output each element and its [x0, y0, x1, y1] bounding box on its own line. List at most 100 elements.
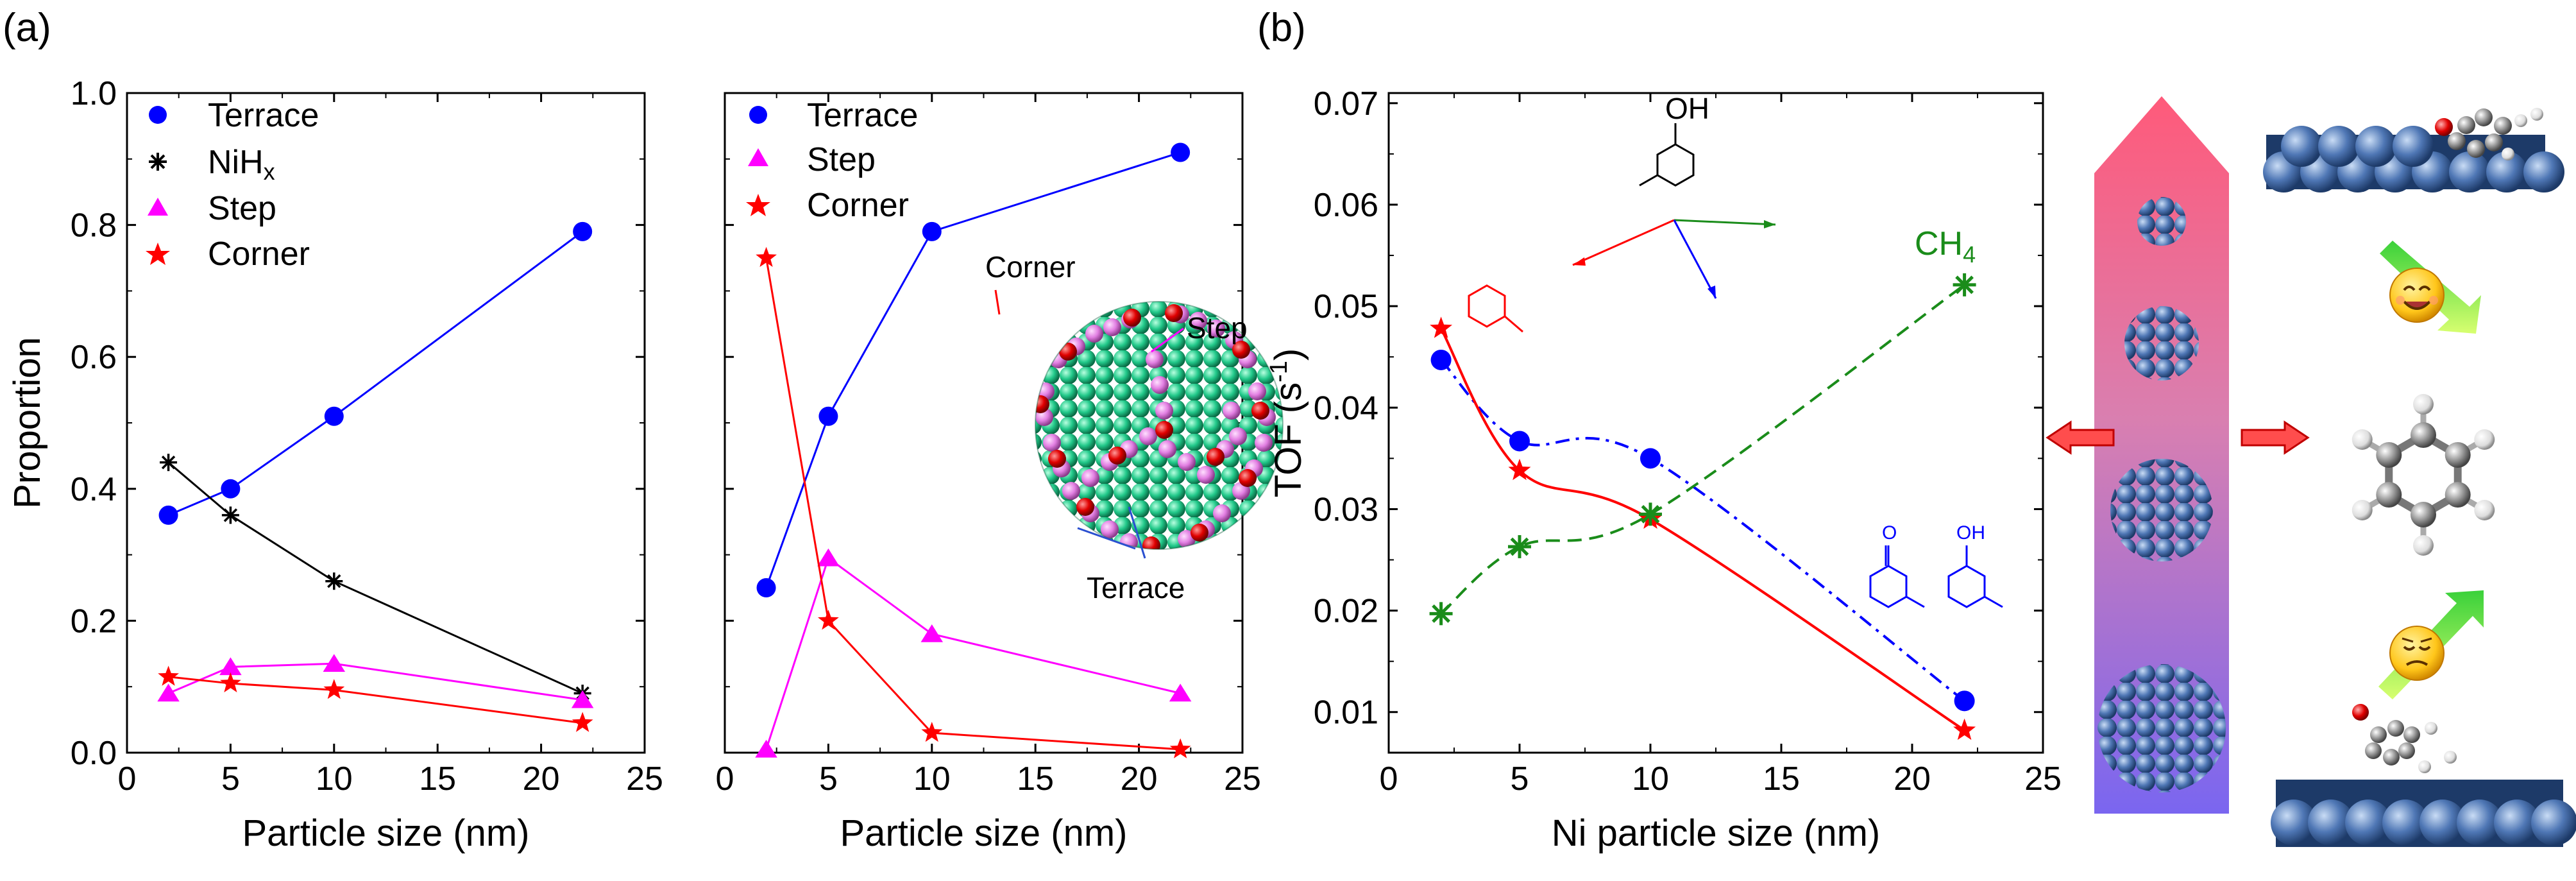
- step-atom: [1248, 382, 1266, 400]
- surface-bottom: [2271, 704, 2576, 847]
- data-point-terrace: [158, 505, 178, 525]
- series-line-terrace: [167, 230, 584, 517]
- y-tick-label: 0.2: [71, 603, 117, 640]
- molecule-atom: [2435, 118, 2453, 136]
- y-tick-label: 0.8: [71, 207, 117, 244]
- hydrogen-atom: [2351, 500, 2373, 520]
- x-tick-label: 25: [626, 760, 663, 798]
- data-point-nihx: [325, 572, 343, 590]
- surface-atom: [2486, 151, 2527, 192]
- surface-atom: [2281, 126, 2322, 167]
- y-tick-label: 0.07: [1314, 85, 1378, 123]
- molecule-atom: [2530, 108, 2543, 121]
- arrowhead-blue: [1707, 286, 1716, 298]
- data-point-step: [571, 690, 594, 708]
- pensive-face-emoji: [2389, 626, 2445, 681]
- data-point-step: [157, 683, 180, 702]
- legend-a-right: Terrace Step Corner: [746, 97, 918, 224]
- ni-cluster-xlarge: [2097, 664, 2226, 792]
- step-atom: [1139, 427, 1157, 445]
- data-point-corner: [572, 712, 593, 732]
- y-axis-title: TOF (s-1): [1266, 348, 1309, 497]
- surface-atom: [2308, 800, 2354, 846]
- data-point-corner: [1169, 738, 1191, 758]
- chart-a-left: 0 5 10 15 20 25 0.0 0.2 0.4 0.6 0.8 1.0 Particle siz…: [6, 75, 663, 854]
- step-atom: [1255, 434, 1273, 452]
- arrow-terrace-1: [1077, 527, 1136, 550]
- reaction-arrow-red: [1572, 219, 1675, 266]
- data-point: [1508, 458, 1531, 481]
- ni-cluster-medium: [2124, 306, 2199, 381]
- panel-label-b: (b): [1257, 6, 1306, 50]
- label-ol-oh: OH: [1956, 522, 1985, 543]
- arrowhead-green: [1764, 220, 1775, 228]
- hydrogen-atom: [2351, 429, 2373, 450]
- corner-atom: [1251, 402, 1269, 420]
- x-tick-label: 10: [913, 760, 951, 798]
- molecule-atom: [2403, 726, 2420, 743]
- x-tick-label: 0: [1380, 760, 1398, 798]
- data-point-step: [323, 654, 346, 672]
- data-point-step: [755, 739, 777, 758]
- molecule-atom: [2444, 751, 2457, 764]
- data-point-step: [817, 548, 840, 567]
- y-tick-label: 0.04: [1314, 389, 1378, 427]
- step-atom: [1043, 434, 1061, 452]
- data-point-nihx: [160, 454, 178, 472]
- molecule-atom: [2383, 749, 2400, 766]
- surface-atom: [2531, 800, 2576, 846]
- y-tick-label: 0.01: [1314, 694, 1378, 731]
- carbon-atom: [2376, 482, 2402, 508]
- cyclohexanone-structure: [1869, 545, 1925, 608]
- surface-atom: [2494, 800, 2540, 846]
- hydrogen-atom: [2474, 429, 2495, 450]
- legend-marker-terrace: [149, 106, 167, 124]
- step-atom: [1155, 402, 1173, 420]
- data-point-nihx-stroke: [161, 455, 176, 470]
- legend-label-terrace: Terrace: [208, 97, 319, 134]
- dashed-fit-green: [1440, 284, 1965, 615]
- step-atom: [1158, 440, 1176, 458]
- corner-atom: [1048, 450, 1066, 468]
- data-point-stroke: [1510, 537, 1529, 556]
- x-tick-label: 20: [1894, 760, 1931, 798]
- x-tick-label: 20: [1121, 760, 1158, 798]
- arrowhead-red: [1573, 257, 1586, 266]
- legend-marker-terrace: [749, 106, 767, 124]
- x-tick-label: 25: [2024, 760, 2062, 798]
- carbon-atom: [2445, 442, 2471, 468]
- y-axis-title-text: Proportion: [6, 337, 48, 509]
- data-point: [1508, 535, 1531, 558]
- meta-cresol-structure: [1639, 123, 1695, 187]
- panel-label-a: (a): [3, 6, 51, 50]
- size-gradient-column: [2094, 96, 2229, 814]
- molecule-atom: [2475, 108, 2493, 126]
- molecule-atom: [2494, 117, 2512, 135]
- legend-label-step: Step: [208, 190, 276, 227]
- data-point-step: [219, 657, 242, 676]
- legend-label-nihx: NiHx: [208, 144, 275, 185]
- x-tick-label: 0: [716, 760, 734, 798]
- arrow-step: [1151, 327, 1184, 353]
- x-tick-label: 15: [1763, 760, 1800, 798]
- data-point-stroke: [1641, 504, 1660, 524]
- data-point-step: [920, 624, 944, 642]
- benzene-molecule: [2351, 394, 2495, 556]
- data-point: [1429, 602, 1453, 626]
- x-tick-label: 10: [1632, 760, 1669, 798]
- x-tick-label: 5: [819, 760, 838, 798]
- data-point-stroke: [1432, 604, 1450, 623]
- hydrogen-atom: [2474, 500, 2495, 520]
- double-arrow: [2046, 420, 2310, 455]
- data-point: [1430, 316, 1453, 338]
- ni-cluster-small: [2137, 197, 2186, 246]
- x-tick-label: 5: [1511, 760, 1529, 798]
- y-tick-label: 0.03: [1314, 491, 1378, 528]
- corner-atom: [1191, 524, 1208, 542]
- reaction-arrow-blue: [1673, 219, 1717, 299]
- data-point-corner: [756, 246, 777, 267]
- step-atom: [1103, 318, 1121, 336]
- x-tick-label: 10: [316, 760, 353, 798]
- surface-atom: [2449, 151, 2490, 192]
